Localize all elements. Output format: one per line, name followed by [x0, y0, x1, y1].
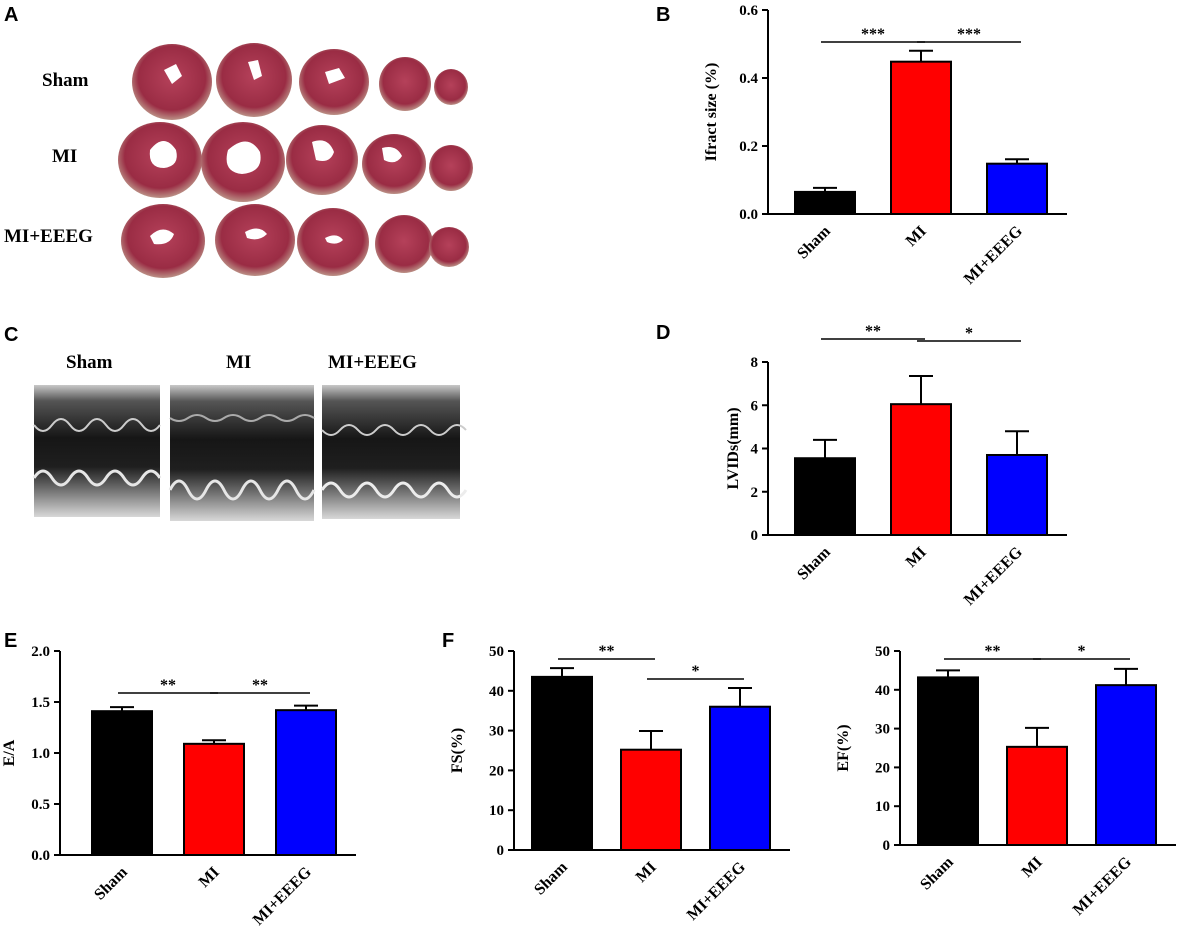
x-tick-label: Sham	[531, 858, 571, 898]
y-tick-label: 1.0	[31, 746, 50, 762]
y-tick-label: 2.0	[31, 644, 50, 660]
y-axis-label: FS(%)	[449, 728, 466, 773]
x-tick-label: Sham	[91, 863, 131, 903]
y-tick-label: 0.5	[31, 797, 50, 813]
y-tick-label: 0	[497, 843, 505, 859]
significance-label: ***	[861, 26, 885, 43]
bar-sham	[794, 457, 856, 537]
y-tick-label: 1.5	[31, 695, 50, 711]
y-tick-label: 0	[751, 528, 759, 544]
y-tick-label: 6	[751, 398, 759, 414]
echo-label-mi-eeeg: MI+EEEG	[328, 352, 417, 373]
bar-mi	[890, 60, 952, 216]
y-tick-label: 8	[751, 355, 759, 371]
y-tick-label: 0.6	[739, 3, 758, 19]
significance-label: **	[599, 643, 615, 660]
y-axis-label: Ifract size (%)	[703, 63, 720, 162]
x-tick-label: Sham	[794, 543, 834, 583]
x-tick-label: MI+EEEG	[961, 543, 1026, 608]
heart-row-label-mi-eeeg: MI+EEEG	[4, 226, 93, 247]
chart-b: 0.0 0.2 0.4 0.6 Ifract size (%) Sham MI MI+EEEG…	[703, 3, 1067, 288]
panel-letter-d: D	[656, 322, 671, 344]
bar-mi-eeeg	[986, 162, 1048, 215]
x-tick-label: Sham	[917, 853, 957, 893]
bar-mi	[620, 748, 682, 851]
bar-mi	[183, 742, 245, 857]
significance-label: **	[252, 677, 268, 694]
bar-mi-eeeg	[1095, 684, 1157, 846]
bar-mi-eeeg	[709, 705, 771, 851]
significance-label: **	[160, 677, 176, 694]
significance-label: ***	[957, 26, 981, 43]
y-tick-label: 4	[751, 442, 759, 458]
x-tick-label: MI+EEEG	[961, 222, 1026, 287]
bar-sham	[91, 710, 153, 856]
significance-label: *	[692, 663, 700, 680]
panel-letter-b: B	[656, 4, 671, 26]
panel-letter-c: C	[4, 324, 19, 346]
bar-mi-eeeg	[986, 453, 1048, 536]
y-tick-label: 0.0	[739, 207, 758, 223]
x-tick-label: MI+EEEG	[250, 863, 315, 928]
bar-sham	[794, 190, 856, 215]
y-tick-label: 10	[489, 803, 504, 819]
y-tick-label: 0.0	[31, 848, 50, 864]
x-tick-label: MI	[196, 864, 223, 891]
y-tick-label: 40	[875, 683, 890, 699]
y-tick-label: 0	[883, 838, 891, 854]
y-tick-label: 0.2	[739, 139, 758, 155]
y-tick-label: 30	[875, 722, 890, 738]
x-tick-label: MI	[903, 223, 930, 250]
significance-label: *	[1078, 643, 1086, 660]
y-axis-label: EF(%)	[835, 724, 852, 771]
bar-mi-eeeg	[275, 709, 337, 856]
y-axis-label: LVIDs(mm)	[725, 407, 742, 489]
x-tick-label: MI	[903, 544, 930, 571]
panel-letter-a: A	[4, 4, 19, 26]
y-tick-label: 30	[489, 724, 504, 740]
heart-row-label-sham: Sham	[42, 70, 89, 91]
x-tick-label: MI+EEEG	[684, 858, 749, 923]
echo-label-mi: MI	[226, 352, 252, 373]
y-tick-label: 50	[875, 644, 890, 660]
y-tick-label: 10	[875, 799, 890, 815]
y-tick-label: 2	[751, 485, 759, 501]
significance-label: *	[965, 325, 973, 342]
panel-letter-f: F	[442, 630, 455, 652]
y-tick-label: 0.4	[739, 71, 758, 87]
y-tick-label: 20	[489, 763, 504, 779]
chart-e: 0.0 0.5 1.0 1.5 2.0 E/A Sham MI MI+EEEG ** **	[1, 644, 356, 929]
heart-row-label-mi: MI	[52, 146, 78, 167]
x-tick-label: MI	[1019, 854, 1046, 881]
bar-mi	[1006, 745, 1068, 846]
significance-label: **	[865, 323, 881, 340]
x-tick-label: Sham	[794, 222, 834, 262]
bar-sham	[917, 676, 979, 846]
y-tick-label: 20	[875, 760, 890, 776]
x-tick-label: MI	[633, 859, 660, 886]
bar-sham	[531, 675, 593, 851]
bar-mi	[890, 403, 952, 537]
y-tick-label: 40	[489, 684, 504, 700]
x-tick-label: MI+EEEG	[1070, 853, 1135, 918]
y-tick-label: 50	[489, 644, 504, 660]
panel-letter-e: E	[4, 630, 18, 652]
echo-label-sham: Sham	[66, 352, 113, 373]
significance-label: **	[985, 643, 1001, 660]
y-axis-label: E/A	[1, 739, 18, 766]
